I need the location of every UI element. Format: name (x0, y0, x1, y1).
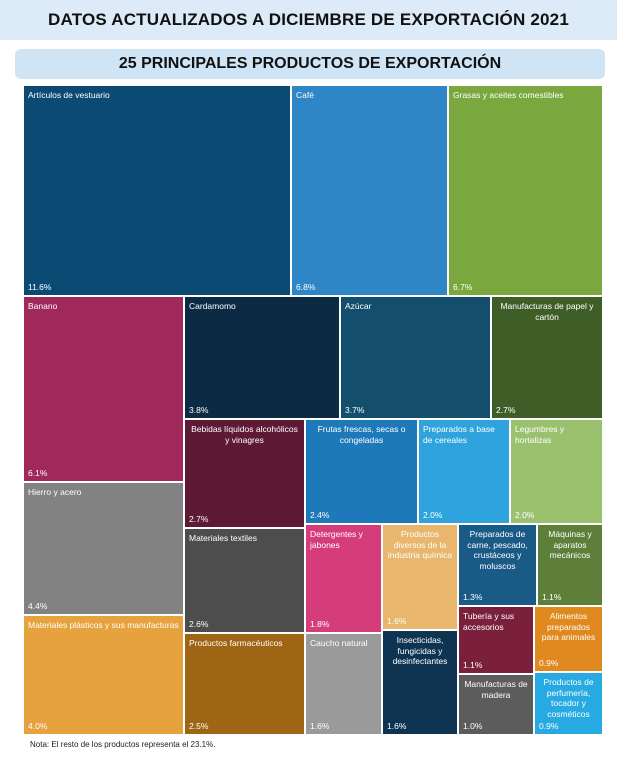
treemap-cell-label: Insecticidas, fungicidas y desinfectante… (392, 635, 448, 666)
treemap-cell-value: 1.6% (310, 721, 330, 731)
treemap-cell-cardamomo: Cardamomo 3.8% (184, 296, 340, 419)
treemap-cell-value: 3.7% (345, 405, 365, 415)
treemap-cell-label: Materiales plásticos y sus manufacturas (28, 620, 179, 630)
treemap-cell-hierro-y-acero: Hierro y acero 4.4% (23, 482, 184, 615)
treemap-cell-label: Banano (28, 301, 58, 311)
treemap-cell-label: Caucho natural (310, 638, 368, 648)
treemap-cell-value: 1.0% (463, 721, 483, 731)
treemap-cell-tuberia-y-sus-accesorios: Tubería y sus accesorios 1.1% (458, 606, 534, 674)
treemap-cell-legumbres-y-hortalizas: Legumbres y hortalizas 2.0% (510, 419, 603, 524)
treemap-cell-value: 0.9% (539, 658, 559, 668)
treemap-cell-value: 1.3% (463, 592, 483, 602)
treemap-cell-label: Tubería y sus accesorios (463, 611, 515, 632)
treemap-cell-productos-diversos-de-la-industria-quimica: Productos diversos de la industria quími… (382, 524, 458, 630)
header-band (0, 0, 617, 40)
treemap-cell-banano: Banano 6.1% (23, 296, 184, 482)
treemap-cell-grasas-y-aceites-comestibles: Grasas y aceites comestibles 6.7% (448, 85, 603, 296)
treemap-cell-manufacturas-de-madera: Manufacturas de madera 1.0% (458, 674, 534, 735)
treemap-cell-materiales-plasticos-y-sus-manufacturas: Materiales plásticos y sus manufacturas 4… (23, 615, 184, 735)
treemap-cell-label: Bebidas líquidos alcohólicos y vinagres (191, 424, 298, 445)
footnote: Nota: El resto de los productos represen… (30, 740, 216, 749)
treemap-cell-azucar: Azúcar 3.7% (340, 296, 491, 419)
treemap-cell-label: Productos diversos de la industria quími… (387, 529, 453, 560)
treemap-cell-value: 4.4% (28, 601, 48, 611)
treemap-cell-label: Hierro y acero (28, 487, 82, 497)
page-title: DATOS ACTUALIZADOS A DICIEMBRE DE EXPORT… (48, 10, 569, 29)
treemap-cell-value: 2.6% (189, 619, 209, 629)
treemap-cell-value: 2.0% (423, 510, 443, 520)
treemap-cell-label: Grasas y aceites comestibles (453, 90, 564, 100)
treemap-cell-label: Frutas frescas, secas o congeladas (317, 424, 406, 445)
treemap-cell-value: 1.1% (463, 660, 483, 670)
treemap-cell-label: Cardamomo (189, 301, 236, 311)
treemap-cell-value: 1.1% (542, 592, 562, 602)
treemap-cell-value: 1.6% (387, 721, 407, 731)
treemap-cell-label: Legumbres y hortalizas (515, 424, 565, 445)
treemap-cell-insecticidas-fungicidas-y-desinfectantes: Insecticidas, fungicidas y desinfectante… (382, 630, 458, 735)
treemap-cell-value: 1.6% (387, 616, 407, 626)
treemap-cell-maquinas-y-aparatos-mecanicos: Máquinas y aparatos mecánicos 1.1% (537, 524, 603, 606)
treemap-cell-frutas-frescas-secas-o-congeladas: Frutas frescas, secas o congeladas 2.4% (305, 419, 418, 524)
chart-subtitle: 25 PRINCIPALES PRODUCTOS DE EXPORTACIÓN (15, 49, 605, 79)
treemap-cell-label: Azúcar (345, 301, 372, 311)
treemap-cell-productos-de-perfumeria-tocador-y-cosmeticos: Productos de perfumería, tocador y cosmé… (534, 672, 603, 735)
treemap-cell-label: Preparados de carne, pescado, crustáceos… (467, 529, 528, 571)
treemap-cell-bebidas-liquidos-alcoholicos-y-vinagres: Bebidas líquidos alcohólicos y vinagres 2… (184, 419, 305, 528)
treemap-cell-preparados-a-base-de-cereales: Preparados a base de cereales 2.0% (418, 419, 510, 524)
treemap-cell-value: 2.4% (310, 510, 330, 520)
treemap-cell-label: Preparados a base de cereales (423, 424, 495, 445)
treemap-cell-value: 2.7% (189, 514, 209, 524)
treemap-cell-label: Café (296, 90, 314, 100)
treemap-cell-preparados-de-carne-pescado-crustaceos-y-moluscos: Preparados de carne, pescado, crustáceos… (458, 524, 537, 606)
treemap-cell-label: Materiales textiles (189, 533, 258, 543)
treemap-cell-label: Artículos de vestuario (28, 90, 110, 100)
treemap-cell-label: Detergentes y jabones (310, 529, 363, 550)
treemap-cell-value: 2.5% (189, 721, 209, 731)
treemap-cell-value: 4.0% (28, 721, 48, 731)
treemap-cell-cafe: Café 6.8% (291, 85, 448, 296)
treemap-cell-value: 2.0% (515, 510, 535, 520)
treemap-cell-label: Productos farmacéuticos (189, 638, 283, 648)
treemap-cell-value: 6.8% (296, 282, 316, 292)
treemap-cell-value: 2.7% (496, 405, 516, 415)
treemap-cell-detergentes-y-jabones: Detergentes y jabones 1.8% (305, 524, 382, 633)
treemap-cell-value: 11.6% (28, 282, 52, 292)
treemap-cell-value: 6.1% (28, 468, 48, 478)
treemap-cell-value: 3.8% (189, 405, 209, 415)
treemap-cell-value: 0.9% (539, 721, 559, 731)
treemap-cell-value: 6.7% (453, 282, 473, 292)
treemap-cell-label: Productos de perfumería, tocador y cosmé… (543, 677, 594, 719)
treemap-cell-materiales-textiles: Materiales textiles 2.6% (184, 528, 305, 633)
treemap-cell-productos-farmaceuticos: Productos farmacéuticos 2.5% (184, 633, 305, 735)
treemap-cell-label: Máquinas y aparatos mecánicos (548, 529, 592, 560)
treemap-cell-label: Alimentos preparados para animales (541, 611, 596, 642)
treemap-cell-label: Manufacturas de madera (464, 679, 528, 700)
treemap-cell-value: 1.8% (310, 619, 330, 629)
treemap-cell-articulos-de-vestuario: Artículos de vestuario 11.6% (23, 85, 291, 296)
treemap-cell-alimentos-preparados-para-animales: Alimentos preparados para animales 0.9% (534, 606, 603, 672)
treemap-cell-caucho-natural: Caucho natural 1.6% (305, 633, 382, 735)
treemap-cell-manufacturas-de-papel-y-carton: Manufacturas de papel y cartón 2.7% (491, 296, 603, 419)
treemap-cell-label: Manufacturas de papel y cartón (500, 301, 594, 322)
